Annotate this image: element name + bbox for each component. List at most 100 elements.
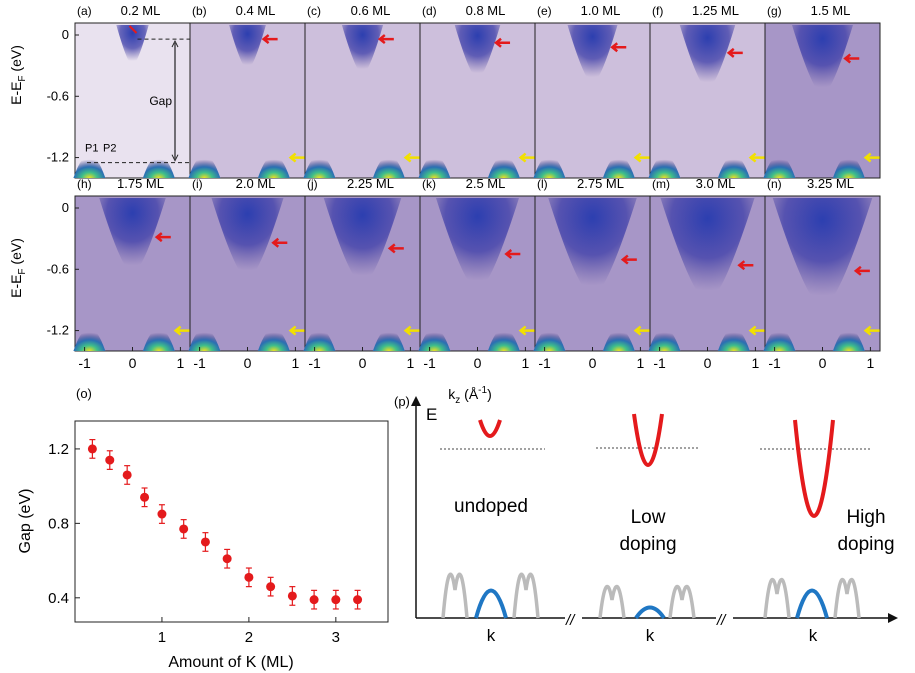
y-label-unit: (eV) [8,45,24,75]
x-tick-label: -1 [193,355,206,371]
data-point [331,595,341,605]
valence-band-right [717,328,750,351]
x-tick-label: 0 [129,355,137,371]
valence-band-left [418,328,451,351]
arpes-panel: (c) 0.6 ML [303,3,421,179]
panel-letter: (m) [652,177,670,191]
data-point [222,554,232,564]
valence-band-right [602,155,635,178]
y-tick-label: -1.2 [47,150,69,165]
yellow-arrow-icon [518,152,535,163]
panel-coverage-label: 0.2 ML [121,3,161,18]
case-label-line: Low [631,507,666,528]
x-tick-label: 1 [752,355,760,371]
y-tick-label: -0.6 [47,88,69,103]
conduction-band-intensity [548,198,637,296]
arpes-x-axis-label: kz (Å-1) [448,385,491,406]
bulk-band-right [512,572,540,619]
x-tick-label: -1 [308,355,321,371]
valence-band-left [188,328,221,351]
valence-band [634,605,666,620]
conduction-band [478,419,502,438]
svg-text:E-EF (eV): E-EF (eV) [8,238,28,298]
panel-coverage-label: 0.4 ML [236,3,276,18]
case-label-line: doping [619,534,676,555]
x-label-close: ) [487,386,492,402]
conduction-band-intensity [454,25,501,79]
x-tick-label: -1 [423,355,436,371]
panel-letter: (l) [537,177,548,191]
plot-points [87,439,363,610]
data-point [309,595,319,605]
bulk-band-right [833,578,861,619]
x-tick-label: 1 [867,355,875,371]
peak-label-p1: P1 [85,143,98,155]
arpes-panel: (g) 1.5 ML [763,3,881,179]
valence-band-left [418,155,451,178]
x-tick-label: 0 [819,355,827,371]
plot-ticks: 1 2 3 0.4 0.8 1.2 [48,441,340,646]
panel-coverage-label: 3.0 ML [696,176,736,191]
conduction-band-intensity [211,198,284,279]
svg-text:E-EF (eV): E-EF (eV) [8,45,28,105]
gap-arrowheads-icon [171,39,179,162]
panel-coverage-label: 1.0 ML [581,3,621,18]
arpes-panel: (l) 2.75 ML -1 0 1 [533,176,651,371]
data-point [353,595,363,605]
yellow-arrow-icon [748,325,765,336]
case-k-label: k [646,626,655,645]
data-point [200,537,210,547]
valence-band [474,588,508,619]
panel-coverage-label: 0.6 ML [351,3,391,18]
peak-label-p2: P2 [103,143,116,155]
x-tick-label: -1 [78,355,91,371]
conduction-band-intensity [229,25,266,70]
red-arrow-icon [377,34,394,45]
x-label-main: k [448,386,456,402]
panel-coverage-label: 1.25 ML [692,3,739,18]
red-arrow-icon [494,37,511,48]
schematic-e-label: E [426,405,437,424]
conduction-band [793,419,835,518]
case-label-line: doping [837,534,894,555]
y-label-main: E-E [8,82,24,105]
red-arrow-icon [261,34,278,45]
conduction-band-intensity [116,25,149,66]
y-label-unit-2: (eV) [8,238,24,268]
panel-coverage-label: 2.5 ML [466,176,506,191]
panel-coverage-label: 2.0 ML [236,176,276,191]
valence-band-right [832,155,865,178]
panel-letter: (d) [422,4,437,18]
valence-band-left [763,155,796,178]
valence-band-left [188,155,221,178]
conduction-band [632,413,664,467]
data-point [179,524,189,534]
arpes-panel: (f) 1.25 ML [648,3,766,179]
valence-band-left [73,155,106,178]
data-point [140,492,150,502]
plot-x-tick-label: 1 [158,629,166,646]
conduction-band-intensity [323,198,402,285]
data-point [244,572,254,582]
valence-band-right [372,328,405,351]
valence-band-right [142,328,175,351]
panel-letter: (j) [307,177,318,191]
x-label-sup: -1 [478,385,487,396]
panel-letter: (k) [422,177,436,191]
red-arrow-icon [387,243,404,254]
valence-band-right [602,328,635,351]
schematic-case-low-doping: Low doping k [596,413,700,645]
y-label-sub: F [17,75,28,81]
conduction-band-intensity [341,25,384,75]
doping-schematic: (p) E // // undoped k Low doping [394,394,898,645]
arpes-panels: (a) 0.2 ML 0 -0.6 -1.2 Gap P1 P2 (b) 0.4 ML (c) 0.6… [47,3,881,371]
panel-coverage-label: 3.25 ML [807,176,854,191]
red-arrow-icon [154,232,171,243]
x-tick-label: 1 [177,355,185,371]
plot-y-tick-label: 0.8 [48,515,69,532]
x-tick-label: 1 [522,355,530,371]
small-red-mark [128,25,138,34]
case-label-line: undoped [454,496,528,517]
panel-letter: (e) [537,4,552,18]
